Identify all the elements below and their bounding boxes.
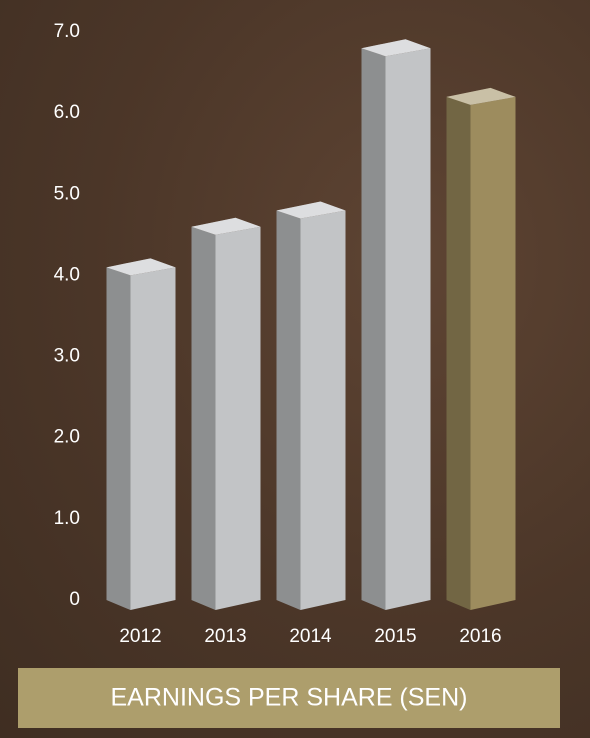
bar-side: [446, 96, 471, 610]
bar: [446, 87, 516, 610]
bar-side: [361, 48, 386, 610]
bar: [191, 217, 261, 610]
bar-front: [215, 226, 261, 610]
bar-side: [191, 226, 216, 610]
bar-front: [130, 267, 176, 610]
x-tick-label: 2014: [289, 626, 332, 647]
bar-top: [276, 201, 346, 219]
bar-side: [276, 210, 301, 610]
x-tick-label: 2015: [374, 626, 416, 647]
x-tick-label: 2016: [459, 626, 501, 647]
bar-top: [446, 87, 516, 105]
bar-top-light: [446, 87, 516, 105]
bar-side: [106, 267, 131, 610]
bar: [276, 201, 346, 610]
x-tick-label: 2012: [119, 626, 161, 647]
bar-top: [191, 217, 261, 235]
bar: [106, 258, 176, 610]
title-box: [18, 668, 560, 728]
bar: [361, 39, 431, 610]
bar-front: [300, 210, 346, 610]
y-tick-label: 3.0: [54, 346, 80, 367]
bar-top-light: [106, 258, 176, 276]
y-tick-label: 0: [69, 589, 80, 610]
chart-title: EARNINGS PER SHARE (SEN): [110, 684, 467, 712]
y-tick-label: 2.0: [54, 427, 80, 448]
bar-top: [361, 39, 431, 57]
bar-top-light: [191, 217, 261, 235]
bar-side-shade: [361, 48, 386, 610]
bar-top-light: [361, 39, 431, 57]
bar-side-shade: [446, 96, 471, 610]
bar-front: [470, 96, 516, 610]
bar-top: [106, 258, 176, 276]
bar-top-light: [276, 201, 346, 219]
bar-side-shade: [191, 226, 216, 610]
y-tick-label: 4.0: [54, 264, 80, 285]
y-tick-label: 5.0: [54, 183, 80, 204]
y-tick-label: 1.0: [54, 508, 80, 529]
bar-front: [385, 48, 431, 610]
x-tick-label: 2013: [204, 626, 246, 647]
bar-side-shade: [106, 267, 131, 610]
y-tick-label: 6.0: [54, 102, 80, 123]
bar-side-shade: [276, 210, 301, 610]
y-tick-label: 7.0: [54, 21, 80, 42]
